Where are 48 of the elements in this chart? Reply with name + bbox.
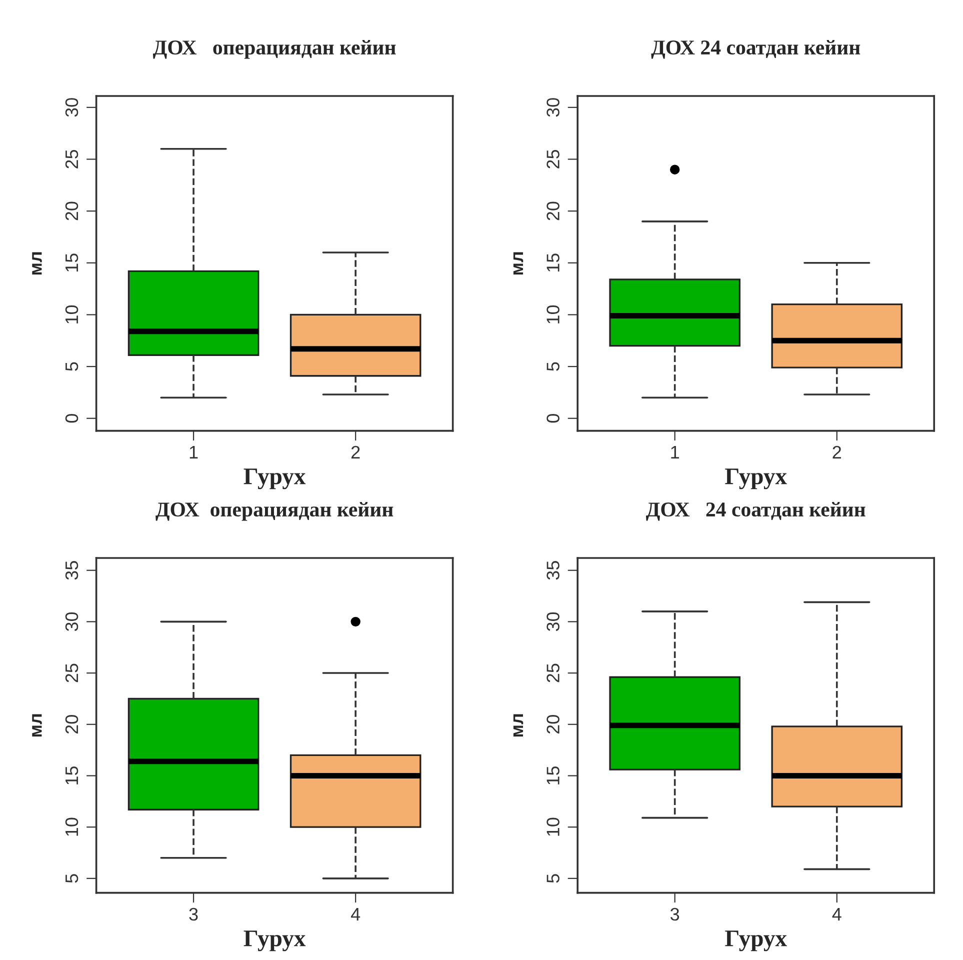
y-axis-title: мл [32,252,42,275]
y-axis-title: мл [32,714,42,737]
y-tick-label: 15 [66,254,78,272]
y-tick-label: 0 [546,414,560,423]
y-tick-label: 10 [546,305,560,324]
y-axis-title: мл [513,252,524,275]
x-tick-label: 2 [832,446,841,458]
y-tick-label: 20 [546,715,560,734]
x-tick-label: 1 [190,446,198,458]
y-axis-title: мл [513,714,524,737]
x-axis-title: Гурух [725,930,787,952]
chart-title: ДОХ операциядан кейин [156,502,394,521]
x-tick-label: 2 [351,446,360,458]
y-tick-label: 25 [65,664,78,682]
y-tick-label: 5 [66,362,78,371]
y-tick-label: 10 [546,818,560,836]
x-tick-label: 3 [670,908,680,921]
y-tick-label: 35 [65,561,78,580]
y-tick-label: 20 [65,202,78,220]
y-tick-label: 35 [546,561,560,580]
y-tick-label: 10 [65,305,78,324]
y-tick-label: 15 [66,766,78,784]
y-tick-label: 15 [546,766,560,784]
y-tick-label: 25 [65,150,78,168]
y-tick-label: 30 [65,612,78,632]
y-tick-label: 25 [546,664,560,682]
y-tick-label: 30 [546,98,560,117]
x-tick-label: 4 [350,908,360,920]
y-tick-label: 15 [546,254,560,272]
y-tick-label: 25 [546,150,560,168]
x-tick-label: 4 [832,908,842,920]
x-tick-label: 3 [189,908,198,921]
y-tick-label: 0 [65,414,78,423]
y-tick-label: 5 [66,874,78,883]
y-tick-label: 30 [65,98,78,117]
chart-title: ДОХ операциядан кейин [152,40,396,59]
y-tick-label: 10 [65,818,78,836]
x-tick-label: 1 [671,446,679,458]
chart-title: ДОХ 24 соатдан кейин [646,502,866,521]
chart-title: ДОХ 24 соатдан кейин [651,40,860,59]
y-tick-label: 30 [546,612,560,632]
x-axis-title: Гурух [244,930,306,952]
x-axis-title: Гурух [725,468,787,490]
y-tick-label: 20 [65,715,78,734]
x-axis-title: Гурух [244,468,306,490]
y-tick-label: 20 [546,202,560,220]
y-tick-label: 5 [546,362,560,371]
y-tick-label: 5 [546,874,560,883]
